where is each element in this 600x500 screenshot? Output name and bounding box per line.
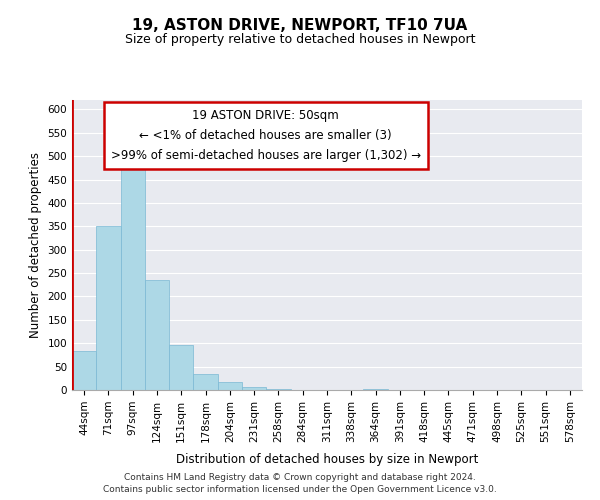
Bar bbox=[96, 226, 121, 390]
Bar bbox=[169, 344, 193, 390]
Text: Size of property relative to detached houses in Newport: Size of property relative to detached ho… bbox=[125, 32, 475, 46]
Bar bbox=[218, 382, 242, 390]
Bar bbox=[242, 386, 266, 390]
Text: 19, ASTON DRIVE, NEWPORT, TF10 7UA: 19, ASTON DRIVE, NEWPORT, TF10 7UA bbox=[133, 18, 467, 32]
Bar bbox=[193, 374, 218, 390]
Text: Contains public sector information licensed under the Open Government Licence v3: Contains public sector information licen… bbox=[103, 484, 497, 494]
Y-axis label: Number of detached properties: Number of detached properties bbox=[29, 152, 42, 338]
Bar bbox=[266, 388, 290, 390]
Bar bbox=[72, 350, 96, 390]
Bar bbox=[145, 280, 169, 390]
Text: 19 ASTON DRIVE: 50sqm
← <1% of detached houses are smaller (3)
>99% of semi-deta: 19 ASTON DRIVE: 50sqm ← <1% of detached … bbox=[111, 108, 421, 162]
X-axis label: Distribution of detached houses by size in Newport: Distribution of detached houses by size … bbox=[176, 453, 478, 466]
Bar bbox=[364, 389, 388, 390]
Bar bbox=[121, 166, 145, 390]
Text: Contains HM Land Registry data © Crown copyright and database right 2024.: Contains HM Land Registry data © Crown c… bbox=[124, 473, 476, 482]
